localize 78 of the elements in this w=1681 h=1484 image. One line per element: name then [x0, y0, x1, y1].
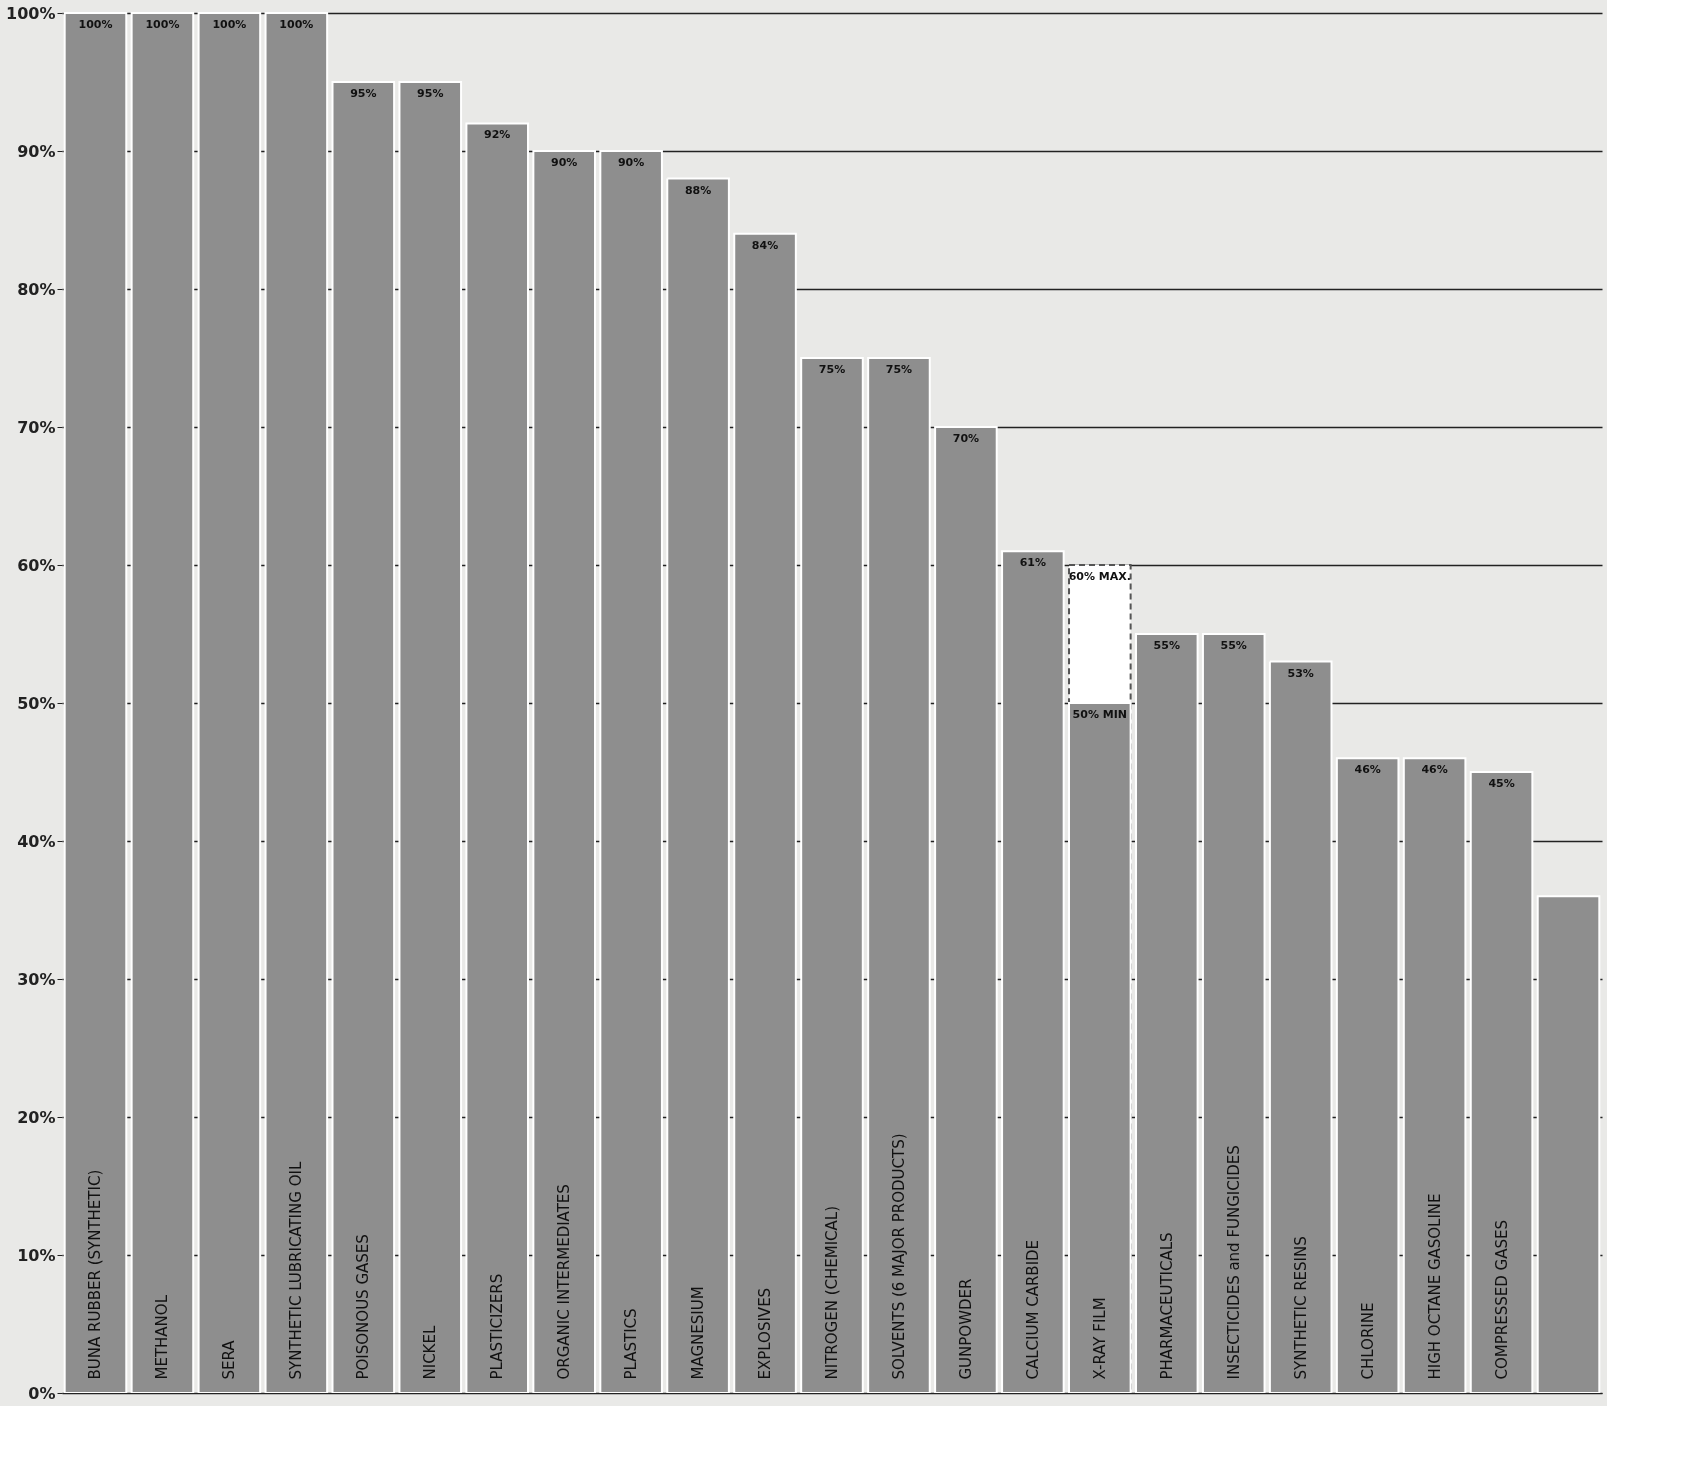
data-label: 84% — [751, 238, 779, 252]
bar — [1134, 633, 1199, 1394]
bar — [666, 177, 730, 1394]
x-tick-label: INSECTICIDES and FUNGICIDES — [1224, 1145, 1243, 1380]
bar — [398, 81, 463, 1394]
y-tick-label: 20% — [17, 1107, 56, 1127]
bar — [867, 357, 931, 1394]
data-label: 100% — [78, 18, 113, 31]
data-label: 53% — [1287, 666, 1314, 680]
data-label: 46% — [1421, 763, 1448, 777]
x-tick-label: SYNTHETIC LUBRICATING OIL — [287, 1161, 306, 1380]
data-label: 45% — [1488, 777, 1515, 790]
x-tick-label: GUNPOWDER — [956, 1278, 975, 1380]
y-tick-label: 50% — [17, 693, 56, 713]
x-tick-label: NITROGEN (CHEMICAL) — [823, 1205, 841, 1380]
x-tick-label: CALCIUM CARBIDE — [1023, 1239, 1042, 1380]
bar — [599, 150, 663, 1394]
bar — [532, 150, 596, 1394]
data-label: 92% — [484, 128, 511, 142]
bar — [1469, 771, 1534, 1394]
y-tick-label: 10% — [17, 1245, 56, 1265]
x-tick-label: SYNTHETIC RESINS — [1291, 1236, 1310, 1380]
x-tick-label: ORGANIC INTERMEDIATES — [555, 1184, 574, 1380]
x-tick-label: HIGH OCTANE GASOLINE — [1425, 1193, 1444, 1380]
bar — [800, 357, 864, 1394]
x-tick-label: NICKEL — [421, 1325, 440, 1380]
bar — [1201, 633, 1266, 1394]
bar — [465, 122, 530, 1394]
x-tick-label: METHANOL — [153, 1294, 172, 1380]
bar — [1268, 660, 1333, 1394]
bar — [63, 12, 128, 1394]
y-tick-label: 0% — [28, 1383, 56, 1403]
y-tick-label: 80% — [17, 279, 56, 299]
x-tick-label: SERA — [220, 1339, 239, 1380]
data-label: 100% — [212, 18, 247, 31]
x-tick-label: COMPRESSED GASES — [1492, 1220, 1511, 1380]
data-label: 50% MIN — [1072, 708, 1128, 721]
x-tick-label: PHARMACEUTICALS — [1157, 1232, 1176, 1380]
data-label: 100% — [279, 18, 314, 31]
data-label: 100% — [145, 18, 180, 31]
bar — [733, 232, 797, 1394]
data-label: 55% — [1153, 639, 1180, 652]
data-label: 46% — [1354, 763, 1381, 777]
y-tick-label: 70% — [17, 417, 56, 437]
y-tick-label: 30% — [17, 969, 56, 989]
x-tick-label: PLASTICIZERS — [488, 1273, 507, 1380]
data-label: 75% — [818, 363, 846, 376]
x-tick-label: PLASTICS — [622, 1308, 641, 1380]
x-tick-label: EXPLOSIVES — [756, 1287, 775, 1380]
data-label: 55% — [1220, 639, 1247, 652]
y-tick-label: 90% — [17, 141, 56, 161]
data-label: 61% — [1019, 556, 1047, 570]
bar — [197, 12, 262, 1394]
data-label: 95% — [350, 87, 377, 100]
y-tick-label: 60% — [17, 555, 56, 575]
data-label: 95% — [417, 87, 444, 100]
bar — [1001, 550, 1065, 1394]
bar — [264, 12, 329, 1394]
x-tick-label: MAGNESIUM — [689, 1286, 708, 1380]
bar — [1335, 757, 1400, 1394]
data-label: 75% — [885, 363, 913, 376]
bar — [934, 426, 998, 1394]
x-tick-label: SOLVENTS (6 MAJOR PRODUCTS) — [889, 1133, 908, 1380]
x-tick-label: BUNA RUBBER (SYNTHETIC) — [86, 1169, 105, 1380]
x-tick-label: CHLORINE — [1358, 1302, 1377, 1380]
bar — [1402, 757, 1467, 1394]
bar — [130, 12, 195, 1394]
x-tick-label: POISONOUS GASES — [354, 1234, 373, 1380]
y-tick-label: 40% — [17, 831, 56, 851]
data-label: 88% — [684, 183, 712, 197]
bar — [1536, 895, 1601, 1394]
bar — [331, 81, 396, 1394]
data-label: 90% — [551, 156, 578, 169]
data-label: 60% MAX. — [1068, 570, 1131, 583]
data-label: 90% — [617, 156, 645, 169]
y-tick-label: 100% — [6, 3, 56, 23]
x-tick-label: X-RAY FILM — [1090, 1297, 1109, 1380]
data-label: 70% — [952, 432, 980, 445]
